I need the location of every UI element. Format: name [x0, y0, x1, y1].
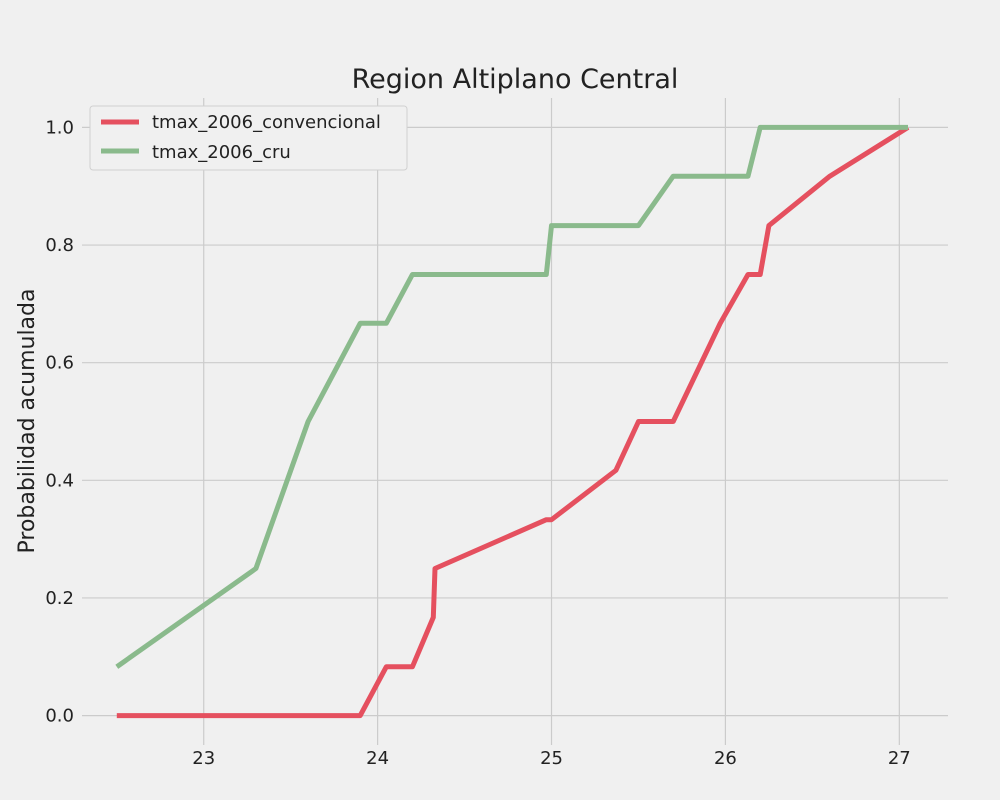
series-lines [115, 124, 910, 719]
series-line-tmax-2006-cru [115, 124, 908, 669]
x-tick-label: 24 [366, 748, 389, 769]
x-tick-label: 25 [540, 748, 563, 769]
y-tick-label: 0.4 [45, 470, 74, 491]
y-axis-label: Probabilidad acumulada [15, 289, 40, 554]
legend-label-tmax-2006-cru: tmax_2006_cru [152, 142, 291, 163]
chart-title: Region Altiplano Central [352, 64, 679, 95]
legend-label-tmax-2006-convencional: tmax_2006_convencional [152, 112, 381, 133]
legend-box [89, 105, 408, 171]
x-tick-label: 26 [714, 748, 737, 769]
y-tick-label: 0.2 [45, 588, 74, 609]
x-tick-label: 27 [888, 748, 911, 769]
y-tick-labels: 0.0 0.2 0.4 0.6 0.8 1.0 [45, 117, 74, 726]
x-tick-label: 23 [192, 748, 215, 769]
y-tick-label: 1.0 [45, 117, 74, 138]
legend: tmax_2006_convencional tmax_2006_cru [89, 105, 408, 171]
y-tick-label: 0.6 [45, 353, 74, 374]
x-tick-labels: 23 24 25 26 27 [192, 748, 910, 769]
y-tick-label: 0.0 [45, 706, 74, 727]
series-line-tmax-2006-convencional [116, 125, 910, 719]
y-tick-label: 0.8 [45, 235, 74, 256]
